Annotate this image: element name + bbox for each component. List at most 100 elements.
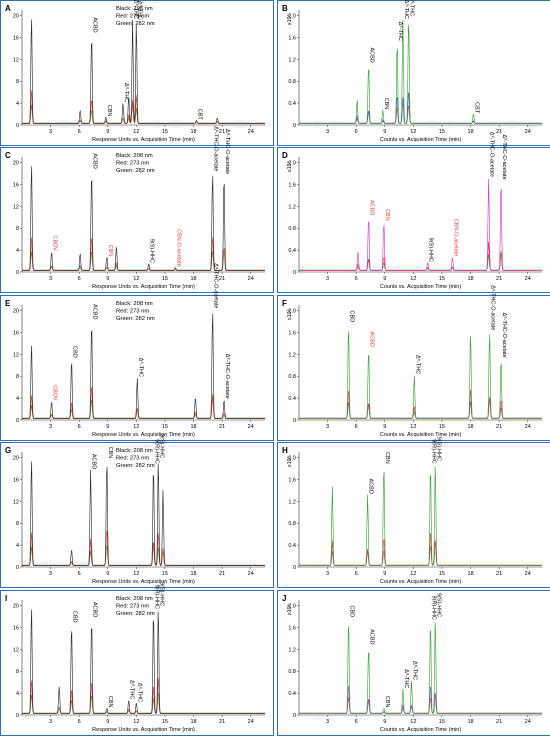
peak-label: 9(S)-HHC <box>149 239 155 263</box>
x-tick-label: 15 <box>162 424 168 430</box>
wavelength-legend-entry: Black: 208 nm <box>116 448 153 454</box>
panel-letter: I <box>5 594 7 603</box>
y-tick-label: 0.8 <box>288 669 296 675</box>
panel-b: B 0 0.4 0.8 1.2 1.6 2.0 3 6 9 12 15 18 21 24 Counts vs.… <box>277 0 550 146</box>
y-tick-label: 20 <box>13 308 19 314</box>
y-tick-label: 1.6 <box>288 182 296 188</box>
peak-label: 9(R)-HHC <box>154 439 160 463</box>
x-tick-label: 18 <box>190 276 196 282</box>
peak-label: Δ⁹-THC-O-acetate <box>213 263 220 308</box>
x-tick-label: 15 <box>162 276 168 282</box>
x-tick-label: 6 <box>78 276 81 282</box>
x-tick-label: 12 <box>410 424 416 430</box>
peak-label: 9(R)-HHC <box>154 584 160 608</box>
x-tick-label: 15 <box>439 571 445 577</box>
peak-label: CBD <box>349 311 355 323</box>
peak-label: ACBD <box>369 629 375 644</box>
peak-label: ACBD <box>92 17 98 32</box>
y-tick-label: 20 <box>13 603 19 609</box>
x-axis-label: Response Units vs. Acquisition Time (min… <box>92 727 195 733</box>
y-tick-label: 0 <box>293 418 296 424</box>
y-tick-label: 8 <box>16 669 19 675</box>
y-tick-label: 0.8 <box>288 226 296 232</box>
trace-line <box>22 237 265 271</box>
y-tick-label: 0.4 <box>288 248 296 254</box>
y-tick-label: 0.4 <box>288 101 296 107</box>
panel-frame <box>277 147 550 293</box>
panel-letter: F <box>282 299 287 308</box>
peak-label: CBN <box>384 696 390 708</box>
peak-label: ACBD <box>369 332 375 347</box>
peak-label: ACBD <box>368 479 374 494</box>
y-tick-label: 12 <box>13 204 19 210</box>
wavelength-legend-entry: Red: 273 nm <box>116 309 149 315</box>
y-exponent-label: x10⁶ <box>286 309 293 320</box>
y-tick-label: 8 <box>16 226 19 232</box>
x-tick-label: 18 <box>190 129 196 135</box>
y-tick-label: 12 <box>13 57 19 63</box>
peak-label: CBN <box>107 696 113 708</box>
x-tick-label: 24 <box>525 276 531 282</box>
x-tick-label: 6 <box>355 424 358 430</box>
x-tick-label: 12 <box>410 571 416 577</box>
trace-line <box>299 331 542 419</box>
x-tick-label: 18 <box>190 571 196 577</box>
x-tick-label: 9 <box>383 276 386 282</box>
x-tick-label: 9 <box>383 719 386 725</box>
panel-letter: B <box>282 4 288 13</box>
y-tick-label: 8 <box>16 79 19 85</box>
peak-label: 9(S)-HHC <box>158 582 164 606</box>
x-tick-label: 18 <box>467 424 473 430</box>
wavelength-legend-entry: Red: 273 nm <box>116 14 149 20</box>
y-tick-label: 4 <box>16 248 19 254</box>
x-tick-label: 18 <box>467 129 473 135</box>
x-tick-label: 6 <box>355 129 358 135</box>
x-tick-label: 15 <box>162 719 168 725</box>
x-tick-label: 3 <box>326 424 329 430</box>
x-tick-label: 9 <box>383 129 386 135</box>
panel-letter: G <box>5 446 11 455</box>
y-tick-label: 0 <box>16 565 19 571</box>
x-tick-label: 15 <box>439 276 445 282</box>
x-tick-label: 9 <box>106 129 109 135</box>
y-tick-label: 0 <box>293 713 296 719</box>
y-tick-label: 16 <box>13 625 19 631</box>
peak-label: ACBD <box>369 47 375 62</box>
peak-label: Δ⁹-THC-O-acetate <box>489 132 496 177</box>
panel-g: G 0 4 8 12 16 20 3 6 9 12 15 18 21 24 Response Units vs… <box>0 434 274 588</box>
x-tick-label: 12 <box>410 719 416 725</box>
y-tick-label: 1.2 <box>288 204 296 210</box>
x-axis-label: Response Units vs. Acquisition Time (min… <box>92 432 195 438</box>
peak-label: ACBD <box>92 304 98 319</box>
y-tick-label: 0.8 <box>288 79 296 85</box>
peak-label: Δ⁸-THC <box>409 0 416 16</box>
x-tick-label: 6 <box>355 276 358 282</box>
x-tick-label: 6 <box>78 719 81 725</box>
x-tick-label: 21 <box>496 571 502 577</box>
y-tick-label: 4 <box>16 101 19 107</box>
x-tick-label: 24 <box>248 276 254 282</box>
x-tick-label: 3 <box>326 571 329 577</box>
x-tick-label: 12 <box>133 424 139 430</box>
x-tick-label: 24 <box>248 571 254 577</box>
panel-letter: J <box>282 594 286 603</box>
panel-frame <box>277 590 550 736</box>
trace-line <box>22 19 265 124</box>
peak-label: CBN <box>106 105 112 117</box>
peak-label: CBD <box>72 611 78 623</box>
wavelength-legend-entry: Green: 282 nm <box>116 316 155 322</box>
peak-label: CBN-O-acetate <box>452 219 458 257</box>
y-tick-label: 16 <box>13 35 19 41</box>
y-tick-label: 12 <box>13 352 19 358</box>
y-tick-label: 1.6 <box>288 330 296 336</box>
y-exponent-label: x10⁶ <box>286 161 293 172</box>
y-tick-label: 2.0 <box>288 160 296 166</box>
x-tick-label: 3 <box>49 424 52 430</box>
y-exponent-label: x10⁶ <box>286 604 293 615</box>
peak-label: Δ⁸-THC <box>129 680 136 699</box>
x-tick-label: 18 <box>467 719 473 725</box>
trace-line <box>22 387 265 419</box>
peak-label: CBT <box>196 109 202 121</box>
y-tick-label: 12 <box>13 647 19 653</box>
peak-label: Δ⁹-THC <box>414 355 421 374</box>
